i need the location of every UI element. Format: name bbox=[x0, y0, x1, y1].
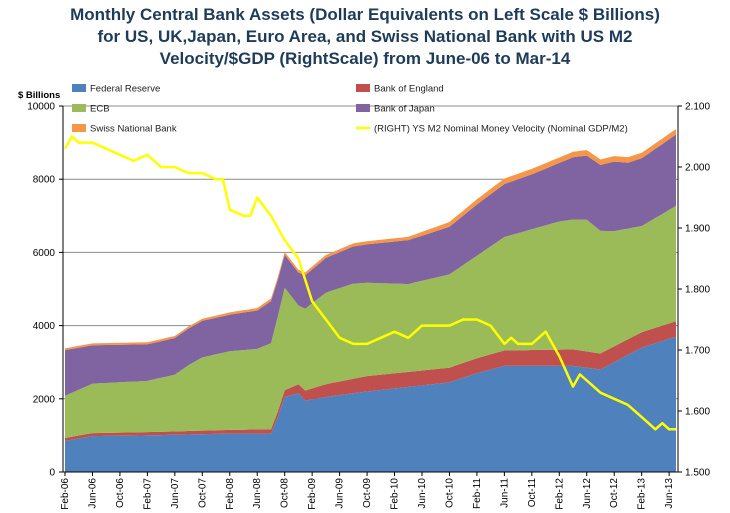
left-tick-label: 6000 bbox=[33, 248, 56, 259]
x-tick-label: Jun-09 bbox=[335, 478, 346, 509]
area-series-group bbox=[65, 129, 676, 472]
x-tick-label: Feb-06 bbox=[60, 478, 71, 510]
x-tick-label: Oct-12 bbox=[609, 478, 620, 508]
x-tick-label: Jun-07 bbox=[170, 478, 181, 509]
x-tick-label: Feb-12 bbox=[554, 478, 565, 510]
x-tick-label: Oct-06 bbox=[115, 478, 126, 508]
area-series-4 bbox=[65, 134, 676, 396]
left-axis-unit-label: $ Billions bbox=[18, 90, 60, 101]
x-tick-label: Feb-08 bbox=[225, 478, 236, 510]
area-series-1 bbox=[65, 336, 676, 472]
legend-label: Bank of England bbox=[374, 84, 444, 95]
x-tick-label: Jun-06 bbox=[87, 478, 98, 509]
chart-title: Monthly Central Bank Assets (Dollar Equi… bbox=[0, 4, 730, 70]
right-tick-label: 2.100 bbox=[685, 102, 710, 113]
chart-title-line-3: Velocity/$GDP (RightScale) from June-06 … bbox=[159, 49, 571, 68]
left-tick-label: 8000 bbox=[33, 175, 56, 186]
line-series-group bbox=[63, 135, 676, 431]
x-tick-label: Jun-13 bbox=[664, 478, 675, 509]
legend-swatch bbox=[72, 84, 86, 92]
left-tick-label: 4000 bbox=[33, 321, 56, 332]
right-tick-label: 1.700 bbox=[685, 346, 710, 357]
legend-label: (RIGHT) YS M2 Nominal Money Velocity (No… bbox=[374, 124, 628, 135]
legend-label: Bank of Japan bbox=[374, 104, 435, 115]
area-series-2 bbox=[65, 321, 676, 441]
legend-label: Federal Reserve bbox=[90, 84, 160, 95]
x-tick-label: Jun-12 bbox=[582, 478, 593, 509]
right-tick-label: 1.600 bbox=[685, 407, 710, 418]
legend-swatch bbox=[72, 124, 86, 132]
left-tick-label: 0 bbox=[49, 468, 55, 479]
x-tick-label: Oct-08 bbox=[280, 478, 291, 508]
legend-label: ECB bbox=[90, 104, 110, 115]
chart-title-line-1: Monthly Central Bank Assets (Dollar Equi… bbox=[70, 5, 660, 24]
left-tick-label: 10000 bbox=[27, 102, 55, 113]
line-series-velocity bbox=[63, 135, 676, 431]
legend-swatch bbox=[356, 84, 370, 92]
x-tick-label: Oct-11 bbox=[527, 478, 538, 508]
right-tick-label: 2.000 bbox=[685, 163, 710, 174]
axes: 0 2000 4000 6000 8000 10000 1.500 1.600 1.700 1.8… bbox=[27, 102, 710, 510]
x-tick-label: Jun-08 bbox=[252, 478, 263, 509]
area-series-3 bbox=[65, 205, 676, 438]
x-tick-label: Jun-10 bbox=[417, 478, 428, 509]
x-tick-label: Feb-10 bbox=[390, 478, 401, 510]
x-tick-label: Feb-11 bbox=[472, 478, 483, 509]
legend: Federal Reserve ECB Swiss National Bank Ban… bbox=[72, 84, 628, 135]
x-tick-label: Feb-07 bbox=[142, 478, 153, 510]
chart-title-line-2: for US, UK,Japan, Euro Area, and Swiss N… bbox=[97, 27, 633, 46]
x-tick-label: Oct-10 bbox=[444, 478, 455, 508]
right-tick-label: 1.900 bbox=[685, 224, 710, 235]
right-tick-label: 1.500 bbox=[685, 468, 710, 479]
x-tick-label: Oct-09 bbox=[362, 478, 373, 508]
legend-label: Swiss National Bank bbox=[90, 124, 177, 135]
left-tick-label: 2000 bbox=[33, 394, 56, 405]
x-tick-label: Oct-07 bbox=[197, 478, 208, 508]
x-tick-label: Jun-11 bbox=[499, 478, 510, 508]
legend-swatch bbox=[72, 104, 86, 112]
x-tick-label: Feb-13 bbox=[637, 478, 648, 510]
x-tick-label: Feb-09 bbox=[307, 478, 318, 510]
right-tick-label: 1.800 bbox=[685, 285, 710, 296]
legend-swatch bbox=[356, 104, 370, 112]
